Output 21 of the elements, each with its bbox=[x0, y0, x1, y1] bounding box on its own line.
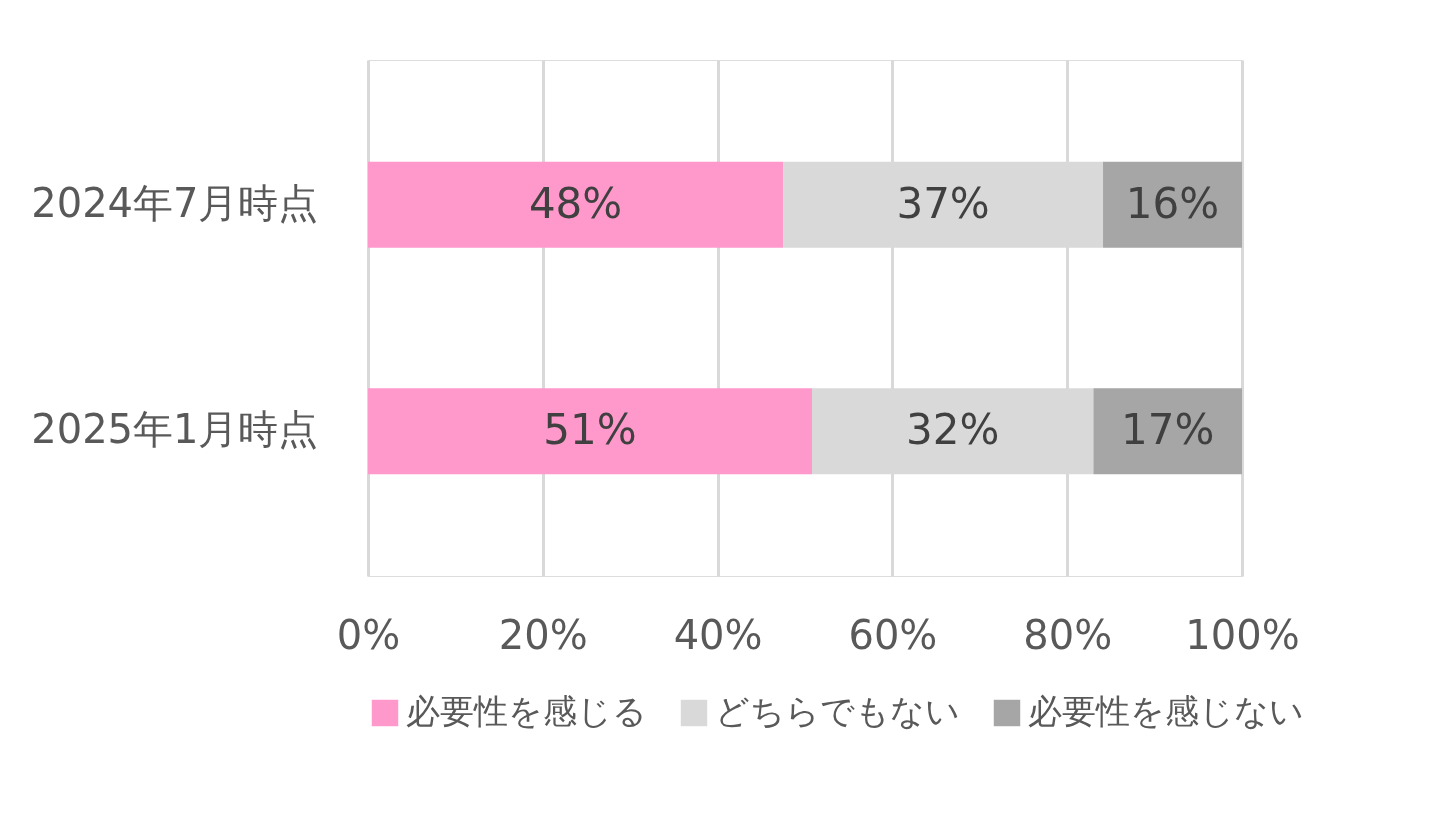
bar bbox=[368, 161, 784, 248]
x-tick-label: 0% bbox=[336, 611, 401, 658]
data-label: 51% bbox=[543, 405, 637, 455]
x-tick-label: 100% bbox=[1185, 611, 1300, 658]
y-tick-label: 2025年1月時点 bbox=[31, 406, 319, 453]
bar bbox=[1093, 388, 1242, 475]
data-label: 48% bbox=[528, 178, 623, 228]
x-tick-label: 80% bbox=[1023, 611, 1113, 658]
x-tick-label: 20% bbox=[498, 611, 588, 658]
data-label: 17% bbox=[1121, 405, 1215, 455]
x-tick-label: 60% bbox=[848, 611, 938, 658]
x-tick-label: 40% bbox=[673, 611, 763, 658]
legend-label: どちらでもない bbox=[715, 691, 960, 731]
data-label: 16% bbox=[1125, 178, 1220, 228]
legend-label: 必要性を感じる bbox=[406, 691, 647, 731]
data-label: 37% bbox=[896, 178, 990, 228]
data-label: 32% bbox=[906, 405, 1000, 455]
y-tick-label: 2024年7月時点 bbox=[31, 179, 319, 226]
bar bbox=[1103, 161, 1242, 248]
legend-label: 必要性を感じない bbox=[1028, 691, 1304, 731]
bar bbox=[368, 388, 812, 475]
